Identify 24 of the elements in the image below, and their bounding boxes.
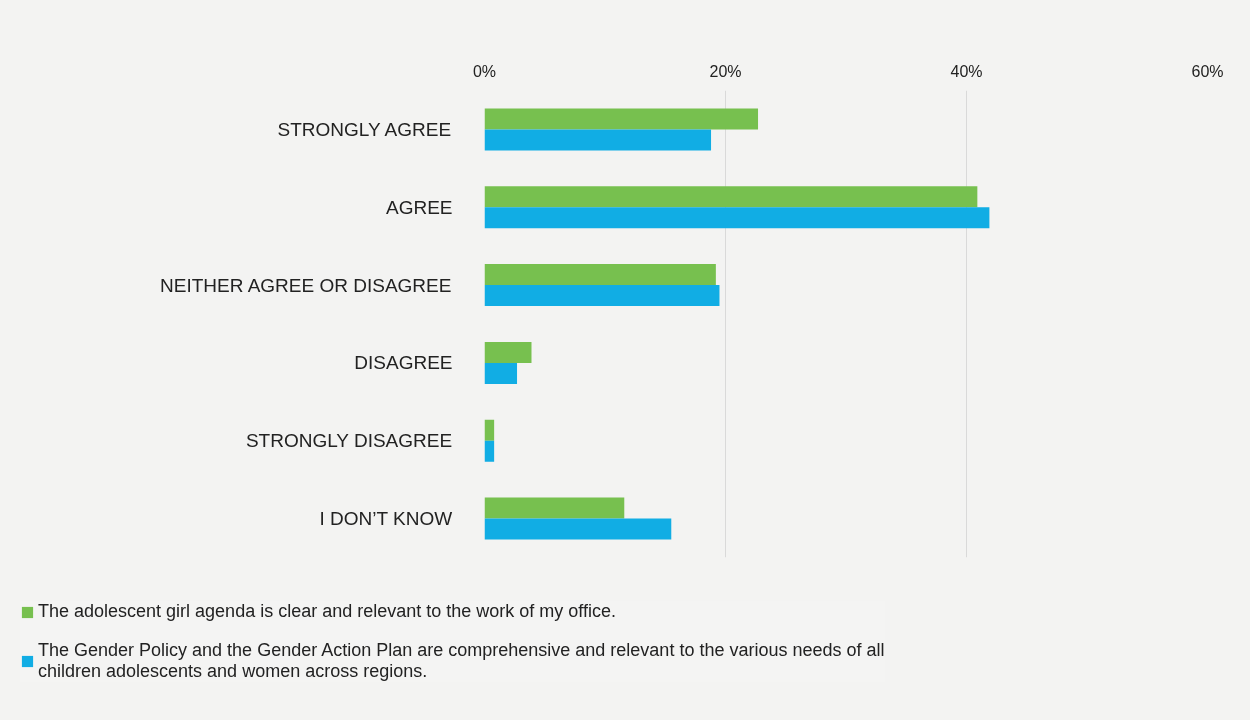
bar [484, 264, 716, 286]
legend-label: The Gender Policy and the Gender Action Plan are comprehensive and relevant to the various needs of all children adolescents and women across regions. [38, 640, 885, 682]
bar [484, 207, 990, 229]
x-tick-label: 60% [1191, 62, 1224, 80]
legend-label: The adolescent girl agenda is clear and relevant to the work of my office. [38, 601, 616, 622]
bar [484, 362, 518, 384]
y-tick-label: STRONGLY AGREE [277, 118, 452, 140]
bar [484, 518, 672, 540]
bar [484, 285, 720, 307]
x-tick-label: 0% [472, 62, 497, 80]
bar [484, 419, 495, 441]
y-tick-label: STRONGLY DISAGREE [245, 430, 453, 452]
bar [484, 440, 495, 462]
bar [484, 497, 625, 519]
bar [484, 108, 759, 130]
y-tick-label: AGREE [385, 196, 453, 218]
x-tick-label: 20% [709, 62, 742, 80]
bar [484, 129, 712, 151]
x-tick-label: 40% [950, 62, 983, 80]
y-tick-label: NEITHER AGREE OR DISAGREE [160, 274, 452, 296]
bar [484, 341, 532, 363]
y-tick-label: I DON’T KNOW [319, 508, 453, 530]
y-tick-label: DISAGREE [354, 352, 453, 374]
bar [484, 186, 978, 208]
